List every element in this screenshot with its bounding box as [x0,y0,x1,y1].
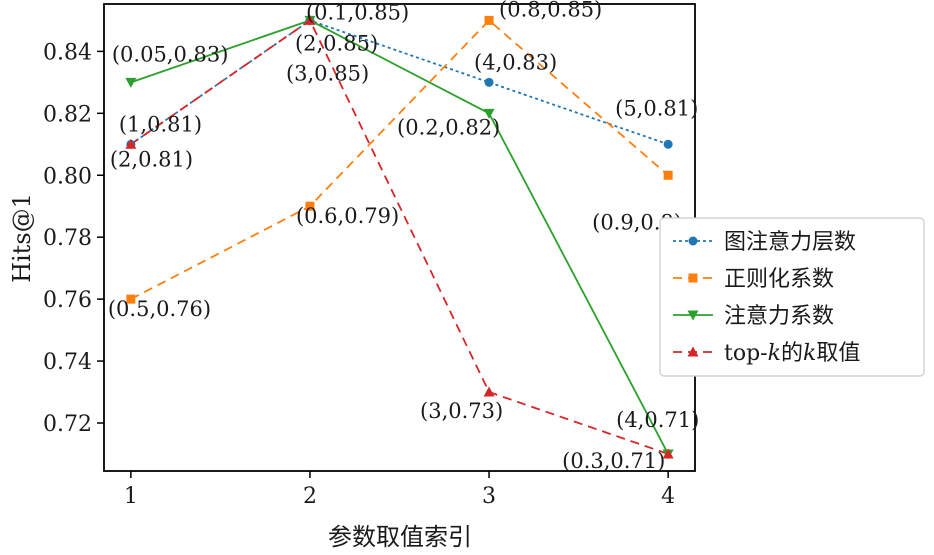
data-label: (1,0.81) [119,112,202,136]
series-line-2 [130,19,669,300]
y-tick-label: 0.74 [43,350,92,375]
point-annotations: (1,0.81) (2,0.85) (4,0.83) (5,0.81) (0.5,0.7… [108,0,699,473]
x-tick-label: 1 [124,484,138,509]
legend-label: 正则化系数 [724,267,834,292]
legend-marker [687,346,699,357]
legend-marker [688,273,698,283]
y-axis-ticks: 0.72 0.74 0.76 0.78 0.80 0.82 0.84 [43,40,104,437]
data-point-marker [483,108,495,119]
legend-marker [688,236,698,246]
x-axis-label: 参数取值索引 [328,523,472,551]
data-label: (0.05,0.83) [112,42,229,66]
legend-label: 图注意力层数 [724,230,856,255]
data-point-marker [483,386,495,397]
data-label: (0.5,0.76) [108,297,211,321]
data-point-marker [663,139,673,149]
data-point-marker [484,15,494,25]
data-label: (0.8,0.85) [499,0,602,21]
x-axis-ticks: 1 2 3 4 [124,471,675,509]
data-label: (0.3,0.71) [562,449,665,473]
x-tick-label: 4 [661,484,675,509]
series-markers [125,14,674,460]
data-point-marker [663,170,673,180]
data-label: (4,0.83) [474,50,557,74]
y-tick-label: 0.78 [43,226,92,251]
x-tick-label: 3 [482,484,496,509]
legend-marker [687,310,699,321]
legend-label: 注意力系数 [724,304,834,329]
y-tick-label: 0.72 [43,412,92,437]
legend-label: top-k的k取值 [724,341,860,366]
series-line-3 [130,19,669,455]
data-label: (0.6,0.79) [296,204,399,228]
data-point-marker [305,201,315,211]
x-tick-label: 2 [303,484,317,509]
legend-box [659,217,925,377]
data-point-marker [304,14,316,25]
data-label: (4,0.71) [616,408,699,432]
y-tick-label: 0.84 [43,40,92,65]
series-lines [130,19,669,455]
y-axis-label: Hits@1 [8,193,36,283]
data-point-marker [484,77,494,87]
y-tick-label: 0.80 [43,164,92,189]
data-point-marker [662,448,674,459]
series-line-4 [130,19,669,455]
data-label: (0.2,0.82) [397,115,500,139]
data-point-marker [125,138,137,149]
y-tick-label: 0.82 [43,102,92,127]
data-label: (5,0.81) [615,96,698,120]
y-tick-label: 0.76 [43,288,92,313]
data-label: (3,0.73) [420,399,503,423]
data-label: (0.1,0.85) [306,0,409,24]
data-label: (2,0.85) [295,31,378,55]
data-point-marker [126,294,136,304]
data-label: (2,0.81) [110,147,193,171]
plot-frame [103,3,696,472]
data-point-marker [125,77,137,88]
data-label: (3,0.85) [286,61,369,85]
